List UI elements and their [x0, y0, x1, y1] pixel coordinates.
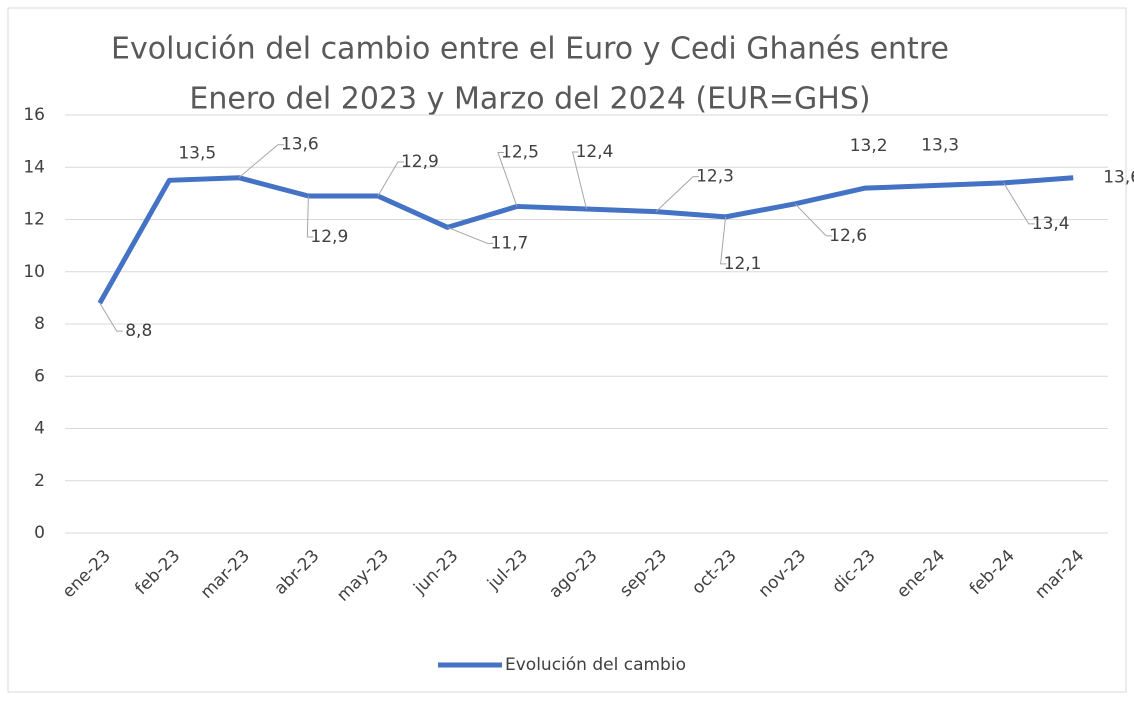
y-tick-label: 14 [23, 157, 45, 177]
leader-line [720, 216, 727, 265]
data-label: 12,9 [401, 152, 439, 172]
leader-line [238, 144, 284, 179]
data-label: 12,4 [576, 142, 614, 162]
y-tick-label: 10 [23, 262, 45, 282]
data-label: 12,3 [696, 167, 734, 187]
data-label: 13,2 [850, 136, 888, 156]
leader-line [794, 203, 833, 237]
leader-line [1003, 182, 1035, 225]
leader-line [99, 302, 123, 332]
chart-title: Evolución del cambio entre el Euro y Ced… [111, 32, 949, 67]
data-label: 8,8 [125, 321, 152, 341]
chart-border [7, 7, 1127, 693]
y-tick-label: 0 [34, 523, 45, 543]
data-label: 13,6 [281, 135, 319, 155]
leader-line [571, 151, 587, 210]
y-tick-label: 8 [34, 314, 45, 334]
data-label: 13,4 [1032, 214, 1070, 234]
data-label: 12,6 [829, 226, 867, 246]
data-label: 13,3 [921, 136, 959, 156]
data-label: 12,9 [310, 227, 348, 247]
y-tick-label: 6 [34, 366, 45, 386]
leader-line [306, 195, 314, 238]
data-label: 11,7 [491, 233, 529, 253]
chart-title: Enero del 2023 y Marzo del 2024 (EUR=GHS… [189, 82, 870, 117]
data-label: 13,6 [1103, 168, 1134, 188]
data-label: 13,5 [178, 143, 216, 163]
leader-line [377, 161, 404, 197]
leader-line [497, 151, 518, 207]
y-tick-label: 2 [34, 471, 45, 491]
leader-line [655, 176, 700, 213]
data-label: 12,1 [724, 254, 762, 274]
data-label: 12,5 [501, 142, 539, 162]
y-tick-label: 4 [34, 419, 45, 439]
leader-line [447, 226, 494, 244]
legend-label: Evolución del cambio [505, 655, 686, 675]
y-tick-label: 12 [23, 210, 45, 230]
y-tick-label: 16 [23, 105, 45, 125]
